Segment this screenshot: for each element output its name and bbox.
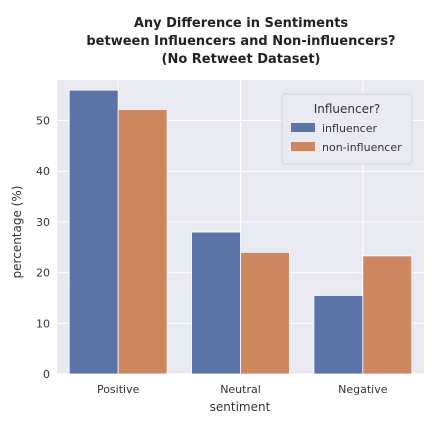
x-tick-labels: Positive Neutral Negative <box>97 383 388 396</box>
bar-neutral-influencer <box>191 231 241 375</box>
x-axis-label: sentiment <box>210 400 271 414</box>
chart-title-line-2: between Influencers and Non-influencers? <box>86 34 395 49</box>
bars <box>68 89 413 375</box>
bar-negative-non-influencer <box>362 255 413 375</box>
y-axis-label: percentage (%) <box>10 186 24 279</box>
chart-title-line-1: Any Difference in Sentiments <box>134 16 349 31</box>
x-tick-negative: Negative <box>338 383 388 396</box>
bar-neutral-non-influencer <box>240 251 290 375</box>
x-tick-neutral: Neutral <box>220 383 261 396</box>
chart-title-line-3: (No Retweet Dataset) <box>162 52 321 67</box>
y-tick-30: 30 <box>36 216 50 229</box>
legend-swatch-influencer <box>291 123 315 132</box>
y-tick-10: 10 <box>36 317 50 330</box>
x-tick-positive: Positive <box>97 383 140 396</box>
bar-positive-non-influencer <box>117 109 168 375</box>
bar-negative-influencer <box>313 295 364 375</box>
y-tick-40: 40 <box>36 165 50 178</box>
y-tick-20: 20 <box>36 267 50 280</box>
legend-swatch-non-influencer <box>291 142 315 151</box>
legend-title: Influencer? <box>314 102 381 116</box>
legend-label-non-influencer: non-influencer <box>322 141 402 154</box>
y-tick-labels: 0 10 20 30 40 50 <box>36 115 50 381</box>
bar-positive-influencer <box>68 89 119 375</box>
y-tick-50: 50 <box>36 115 50 128</box>
legend-label-influencer: influencer <box>322 122 377 135</box>
legend: Influencer? influencer non-influencer <box>281 93 413 165</box>
y-tick-0: 0 <box>43 368 50 381</box>
